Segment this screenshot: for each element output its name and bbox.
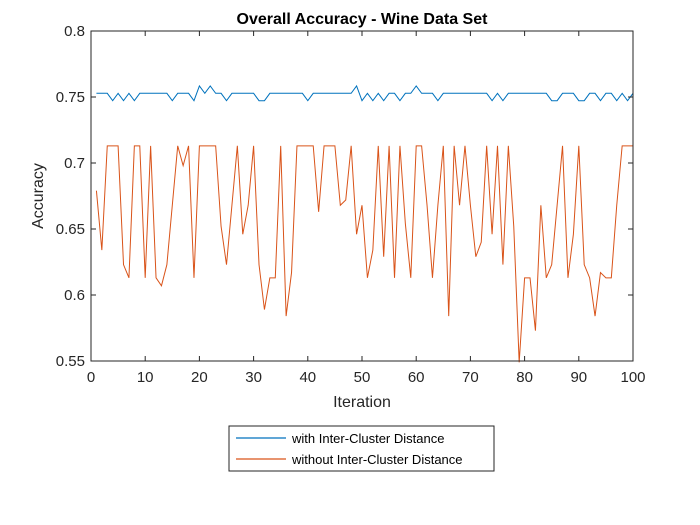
series-with-inter-cluster-distance [96,84,634,102]
x-tick-label: 40 [299,369,316,386]
x-tick-label: 30 [245,369,262,386]
x-tick-label: 90 [570,369,587,386]
x-tick-label: 10 [137,369,154,386]
chart-title: Overall Accuracy - Wine Data Set [237,11,489,28]
y-tick-label: 0.55 [56,353,85,370]
y-tick-label: 0.65 [56,221,85,238]
x-tick-label: 70 [462,369,479,386]
x-axis-ticks: 0 10 20 30 40 50 60 70 80 90 100 [87,31,646,386]
y-tick-label: 0.6 [64,287,85,304]
y-axis-label: Accuracy [30,163,47,229]
legend: with Inter-Cluster Distance without Inte… [228,425,495,472]
x-axis-label: Iteration [333,394,391,411]
plot-area: 0 10 20 30 40 50 60 70 80 90 100 0.55 0.6 0.65 0.7 0.7… [56,23,646,386]
x-tick-label: 20 [191,369,208,386]
legend-box [228,425,495,472]
series-lines [95,84,634,363]
legend-label-without: without Inter-Cluster Distance [291,452,463,467]
y-tick-label: 0.7 [64,155,85,172]
legend-label-with: with Inter-Cluster Distance [291,431,444,446]
x-tick-label: 50 [354,369,371,386]
series-without-inter-cluster-distance [95,145,633,363]
y-axis-ticks: 0.55 0.6 0.65 0.7 0.75 0.8 [56,23,633,370]
x-tick-label: 100 [620,369,645,386]
x-tick-label: 0 [87,369,95,386]
x-tick-label: 80 [516,369,533,386]
y-tick-label: 0.8 [64,23,85,40]
y-tick-label: 0.75 [56,89,85,106]
x-tick-label: 60 [408,369,425,386]
